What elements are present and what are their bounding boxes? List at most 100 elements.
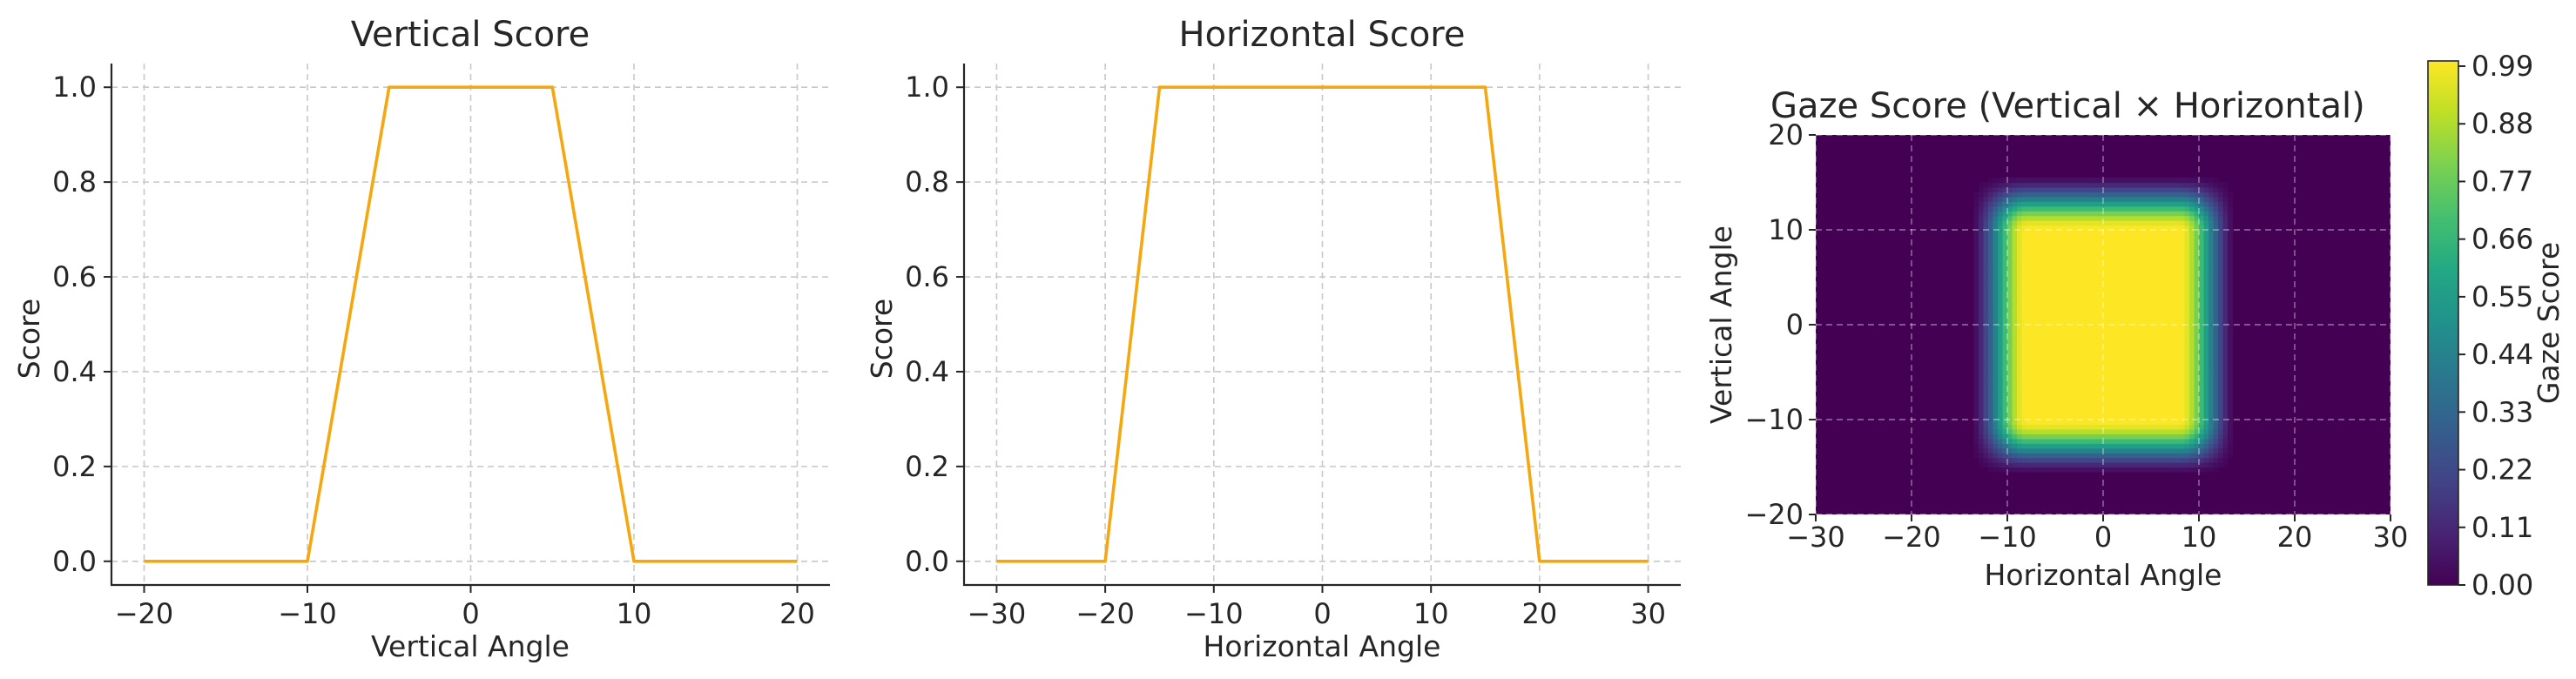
heatmap-cell <box>2136 315 2142 321</box>
heatmap-cell <box>2098 414 2104 420</box>
heatmap-cell <box>2175 211 2181 217</box>
heatmap-cell <box>2161 182 2167 188</box>
heatmap-cell <box>2213 220 2219 226</box>
heatmap-cell <box>2165 343 2171 349</box>
heatmap-cell <box>2113 182 2119 188</box>
heatmap-cell <box>2103 405 2109 411</box>
heatmap-cell <box>2155 428 2161 434</box>
heatmap-cell <box>2098 300 2104 306</box>
heatmap-cell <box>2141 225 2148 231</box>
heatmap-cell <box>1998 372 2004 378</box>
heatmap-cell <box>2180 315 2186 321</box>
heatmap-cell <box>2055 281 2061 287</box>
heatmap-cell <box>1998 225 2004 231</box>
heatmap-cell <box>2036 428 2042 434</box>
heatmap-cell <box>2151 333 2157 340</box>
heatmap-cell <box>2218 182 2224 188</box>
heatmap-cell <box>2165 211 2171 217</box>
heatmap-cell <box>2194 296 2200 302</box>
heatmap-cell <box>2136 462 2142 468</box>
heatmap-cell <box>2113 420 2119 426</box>
heatmap-cell <box>1979 291 1985 297</box>
heatmap-cell <box>2117 434 2123 440</box>
heatmap-cell <box>2189 395 2195 401</box>
heatmap-cell <box>2194 438 2200 444</box>
heatmap-cell <box>2021 386 2027 392</box>
heatmap-cell <box>2021 367 2027 373</box>
heatmap-cell <box>2065 248 2071 254</box>
heatmap-cell <box>2074 420 2080 426</box>
heatmap-cell <box>2218 277 2224 283</box>
heatmap-cell <box>2170 211 2176 217</box>
heatmap-cell <box>2199 220 2205 226</box>
heatmap-cell <box>2170 192 2176 198</box>
heatmap-cell <box>2007 248 2013 254</box>
heatmap-cell <box>2098 263 2104 269</box>
heatmap-cell <box>1993 258 1999 264</box>
heatmap-cell <box>2007 253 2013 259</box>
heatmap-cell <box>2026 258 2033 264</box>
heatmap-cell <box>2203 381 2209 387</box>
heatmap-cell <box>2060 234 2066 240</box>
heatmap-cell <box>2155 286 2161 292</box>
heatmap-cell <box>2079 186 2085 192</box>
heatmap-cell <box>2165 272 2171 279</box>
heatmap-cell <box>2165 457 2171 463</box>
heatmap-cell <box>2165 205 2171 212</box>
heatmap-cell <box>2074 315 2080 321</box>
heatmap-cell <box>2189 362 2195 368</box>
heatmap-cell <box>1973 358 1979 364</box>
heatmap-cell <box>2069 367 2075 373</box>
heatmap-cell <box>2184 272 2190 279</box>
heatmap-cell <box>2146 343 2152 349</box>
heatmap-cell <box>2065 296 2071 302</box>
heatmap-cell <box>2170 329 2176 335</box>
heatmap-cell <box>2218 395 2224 401</box>
heatmap-cell <box>1988 339 1994 345</box>
heatmap-cell <box>1983 434 1989 440</box>
heatmap-cell <box>2203 319 2209 326</box>
heatmap-cell <box>2055 424 2061 430</box>
heatmap-cell <box>2122 196 2128 202</box>
heatmap-cell <box>2107 420 2114 426</box>
heatmap-cell <box>2194 353 2200 359</box>
heatmap-cell <box>2107 319 2114 326</box>
heatmap-cell <box>2222 381 2229 387</box>
heatmap-cell <box>2141 372 2148 378</box>
heatmap-cell <box>2218 239 2224 245</box>
heatmap-cell <box>2189 306 2195 312</box>
heatmap-cell <box>2050 386 2056 392</box>
heatmap-cell <box>2170 310 2176 316</box>
heatmap-cell <box>2122 306 2128 312</box>
heatmap-cell <box>2050 205 2056 212</box>
heatmap-cell <box>2113 414 2119 420</box>
heatmap-cell <box>2007 281 2013 287</box>
heatmap-cell <box>1988 457 1994 463</box>
heatmap-cell <box>2180 367 2186 373</box>
heatmap-cell <box>2184 220 2190 226</box>
heatmap-cell <box>2046 438 2052 444</box>
heatmap-cell <box>2094 381 2100 387</box>
heatmap-cell <box>2012 225 2018 231</box>
heatmap-cell <box>1979 410 1985 416</box>
heatmap-cell <box>2161 205 2167 212</box>
heatmap-cell <box>2017 428 2023 434</box>
heatmap-cell <box>2175 277 2181 283</box>
heatmap-cell <box>2155 434 2161 440</box>
heatmap-cell <box>1983 220 1989 226</box>
colorbar-tick-label: 0.55 <box>2471 280 2533 313</box>
heatmap-cell <box>2065 196 2071 202</box>
heatmap-cell <box>2117 178 2123 184</box>
heatmap-cell <box>2079 457 2085 463</box>
heatmap-cell <box>2007 325 2013 331</box>
heatmap-cell <box>2088 457 2094 463</box>
heatmap-cell <box>2208 462 2215 468</box>
heatmap-cell <box>2113 405 2119 411</box>
heatmap-cell <box>2050 434 2056 440</box>
heatmap-cell <box>2194 272 2200 279</box>
heatmap-cell <box>2031 386 2037 392</box>
heatmap-cell <box>2146 291 2152 297</box>
heatmap-cell <box>2098 325 2104 331</box>
heatmap-cell <box>2155 267 2161 273</box>
heatmap-cell <box>1983 201 1989 207</box>
